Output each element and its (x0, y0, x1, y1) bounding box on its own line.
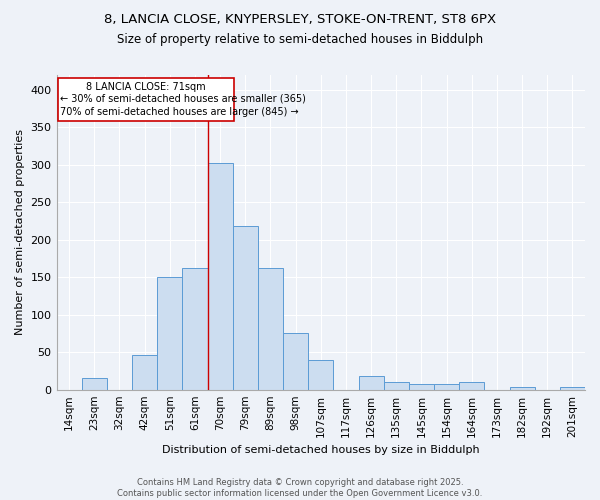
Bar (258, 268, 283, 390)
Bar (233, 226, 258, 390)
Bar (359, 376, 383, 390)
Bar (182, 268, 208, 390)
Bar (459, 382, 484, 390)
Text: Size of property relative to semi-detached houses in Biddulph: Size of property relative to semi-detach… (117, 32, 483, 46)
Bar (283, 334, 308, 390)
Text: ← 30% of semi-detached houses are smaller (365): ← 30% of semi-detached houses are smalle… (61, 94, 306, 104)
FancyBboxPatch shape (58, 78, 234, 122)
Bar (82, 378, 107, 390)
Text: 8, LANCIA CLOSE, KNYPERSLEY, STOKE-ON-TRENT, ST8 6PX: 8, LANCIA CLOSE, KNYPERSLEY, STOKE-ON-TR… (104, 12, 496, 26)
Bar (308, 360, 334, 390)
Bar (383, 382, 409, 390)
Bar (157, 278, 182, 390)
Bar (509, 388, 535, 390)
Bar (208, 162, 233, 390)
Bar (434, 384, 459, 390)
Bar (409, 384, 434, 390)
Bar (132, 355, 157, 390)
Bar (560, 388, 585, 390)
Text: 70% of semi-detached houses are larger (845) →: 70% of semi-detached houses are larger (… (61, 107, 299, 117)
Text: Contains HM Land Registry data © Crown copyright and database right 2025.
Contai: Contains HM Land Registry data © Crown c… (118, 478, 482, 498)
X-axis label: Distribution of semi-detached houses by size in Biddulph: Distribution of semi-detached houses by … (162, 445, 479, 455)
Text: 8 LANCIA CLOSE: 71sqm: 8 LANCIA CLOSE: 71sqm (86, 82, 206, 92)
Y-axis label: Number of semi-detached properties: Number of semi-detached properties (15, 130, 25, 336)
